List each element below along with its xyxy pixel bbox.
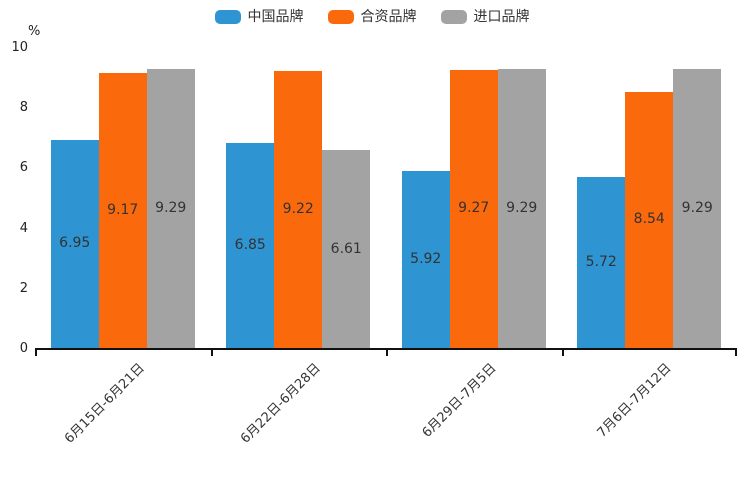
legend-swatch	[327, 10, 354, 24]
bar-value-label: 5.72	[585, 253, 617, 270]
legend: 中国品牌 合资品牌 进口品牌	[0, 6, 744, 28]
bar-value-label: 8.54	[633, 211, 665, 228]
x-axis-label: 6月29日-7月5日	[419, 360, 500, 441]
legend-swatch	[214, 10, 241, 24]
legend-item[interactable]: 进口品牌	[440, 9, 530, 25]
bar-value-label: 9.29	[506, 200, 538, 217]
bar	[449, 69, 498, 349]
y-axis-unit-label: %	[28, 24, 41, 39]
bar	[625, 91, 674, 349]
x-axis-label: 7月6日-7月12日	[594, 360, 675, 441]
x-axis-label: 6月15日-6月21日	[62, 360, 149, 447]
x-axis-tick	[35, 348, 37, 356]
legend-item[interactable]: 中国品牌	[214, 9, 304, 25]
bar-value-label: 9.29	[681, 200, 713, 217]
bar-value-label: 6.61	[330, 240, 362, 257]
bar-value-label: 5.92	[410, 250, 442, 267]
y-tick-label: 10	[11, 40, 28, 55]
x-axis-label: 6月22日-6月28日	[237, 360, 324, 447]
legend-label: 进口品牌	[473, 9, 530, 25]
bar	[497, 69, 546, 349]
y-tick-label: 8	[19, 100, 28, 116]
bar	[673, 69, 722, 349]
x-axis-tick	[386, 348, 388, 356]
bar-value-label: 6.85	[234, 236, 266, 253]
legend-label: 中国品牌	[247, 9, 304, 25]
x-axis-tick	[561, 348, 564, 356]
bar-value-label: 9.27	[458, 200, 490, 217]
bar-value-label: 9.29	[155, 200, 187, 217]
y-tick-label: 6	[19, 160, 28, 176]
bar	[577, 176, 626, 349]
bar	[50, 139, 99, 349]
bar	[322, 150, 371, 349]
bar-value-label: 9.22	[282, 201, 314, 218]
bar	[274, 71, 323, 349]
bar-value-label: 6.95	[59, 235, 91, 252]
y-tick-label: 2	[19, 280, 28, 296]
bar-value-label: 9.17	[107, 201, 139, 218]
legend-item[interactable]: 合资品牌	[327, 9, 417, 25]
y-tick-label: 0	[19, 341, 28, 356]
legend-swatch	[440, 10, 467, 24]
x-axis-tick	[210, 348, 213, 356]
bar	[401, 170, 450, 349]
bar	[146, 69, 195, 349]
bar	[226, 142, 275, 349]
x-axis-tick	[735, 348, 737, 356]
legend-label: 合资品牌	[360, 9, 417, 25]
bar	[98, 72, 147, 349]
y-tick-label: 4	[19, 220, 28, 236]
